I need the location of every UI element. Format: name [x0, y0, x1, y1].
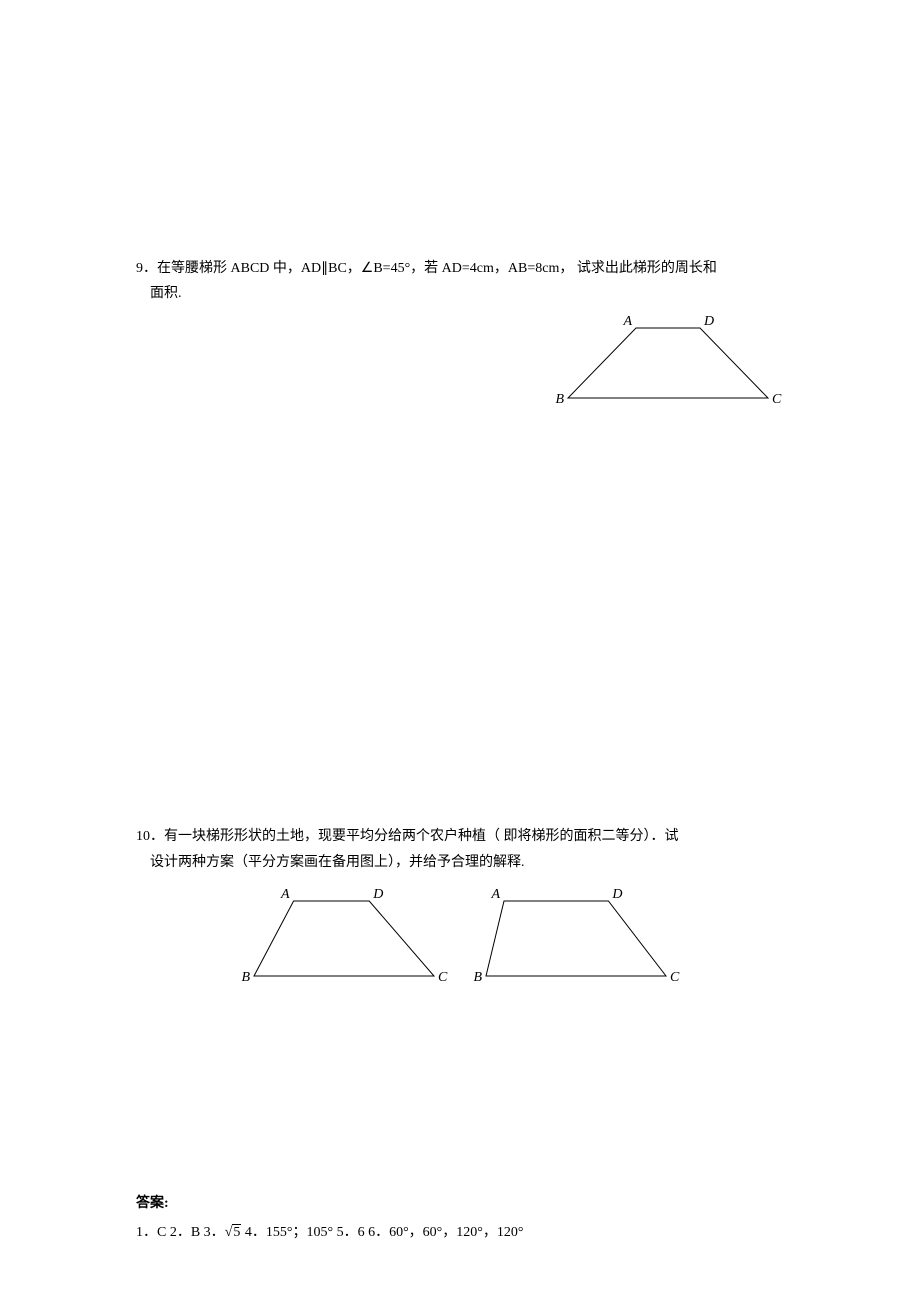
trapezoid-figure-10-right: A D B C	[470, 885, 682, 992]
problem-9-line2: 面积.	[136, 281, 784, 306]
sqrt-icon: √5	[225, 1225, 242, 1240]
answers-line-1: 1．C 2．B 3．√5 4．155°；105° 5．6 6．60°，60°，1…	[136, 1220, 784, 1245]
svg-text:D: D	[372, 887, 383, 902]
problem-9-line1: 9．在等腰梯形 ABCD 中，AD∥BC，∠B=45°，若 AD=4cm，AB=…	[136, 256, 784, 281]
svg-text:A: A	[490, 887, 500, 902]
svg-text:D: D	[611, 887, 622, 902]
svg-text:B: B	[555, 392, 564, 407]
svg-text:C: C	[772, 392, 782, 407]
sqrt-value: 5	[232, 1224, 241, 1240]
svg-text:A: A	[622, 314, 632, 329]
problem-10-line1: 10．有一块梯形形状的土地，现要平均分给两个农户种植（ 即将梯形的面积二等分）．…	[136, 824, 784, 849]
svg-text:B: B	[473, 970, 482, 985]
problem-10-line2: 设计两种方案（平分方案画在备用图上），并给予合理的解释.	[136, 850, 784, 875]
answers-part1: 1．C 2．B 3．	[136, 1225, 225, 1240]
answers-section: 答案: 1．C 2．B 3．√5 4．155°；105° 5．6 6．60°，6…	[136, 1192, 784, 1245]
svg-text:C: C	[438, 970, 448, 985]
answers-part2: 4．155°；105° 5．6 6．60°，60°，120°，120°	[241, 1225, 523, 1240]
problem-9: 9．在等腰梯形 ABCD 中，AD∥BC，∠B=45°，若 AD=4cm，AB=…	[136, 256, 784, 414]
svg-text:B: B	[241, 970, 250, 985]
problem-10: 10．有一块梯形形状的土地，现要平均分给两个农户种植（ 即将梯形的面积二等分）．…	[136, 824, 784, 991]
trapezoid-figure-10-left: A D B C	[238, 885, 450, 992]
svg-text:A: A	[280, 887, 290, 902]
svg-text:C: C	[670, 970, 680, 985]
trapezoid-figure-9: A D B C	[552, 312, 784, 414]
problem-9-figure: A D B C	[136, 312, 784, 414]
problem-10-figures: A D B C A D B C	[136, 885, 784, 992]
svg-text:D: D	[703, 314, 714, 329]
answers-heading: 答案:	[136, 1192, 784, 1212]
